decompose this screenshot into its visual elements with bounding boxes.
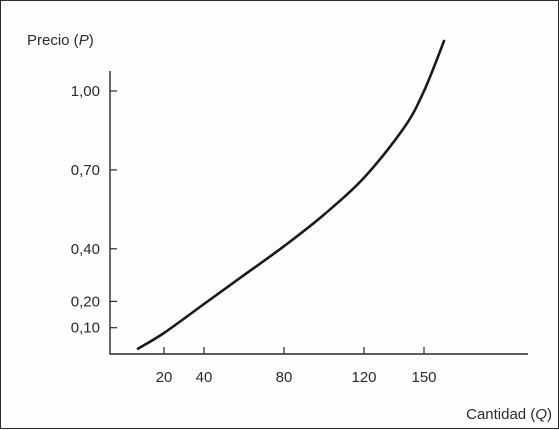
x-tick-label-3: 120	[351, 369, 376, 386]
y-tick-label-0: 0,10	[71, 320, 100, 337]
axes	[109, 71, 528, 355]
series-curve	[136, 39, 446, 350]
y-tick-label-2: 0,40	[71, 241, 100, 258]
x-axis-label: Cantidad (Q)	[466, 406, 552, 423]
ticks-group	[110, 90, 425, 354]
y-tick-label-4: 1,00	[71, 83, 100, 100]
y-tick-label-1: 0,20	[71, 293, 100, 310]
y-tick-label-3: 0,70	[71, 162, 100, 179]
x-tick-label-1: 40	[196, 369, 213, 386]
x-tick-label-2: 80	[276, 369, 293, 386]
y-axis-label: Precio (P)	[27, 32, 94, 49]
x-tick-label-0: 20	[156, 369, 173, 386]
x-tick-label-4: 150	[411, 369, 436, 386]
tick-labels-group: 20 40 80 120 150 0,10 0,20 0,40 0,70 1,00	[71, 83, 437, 386]
